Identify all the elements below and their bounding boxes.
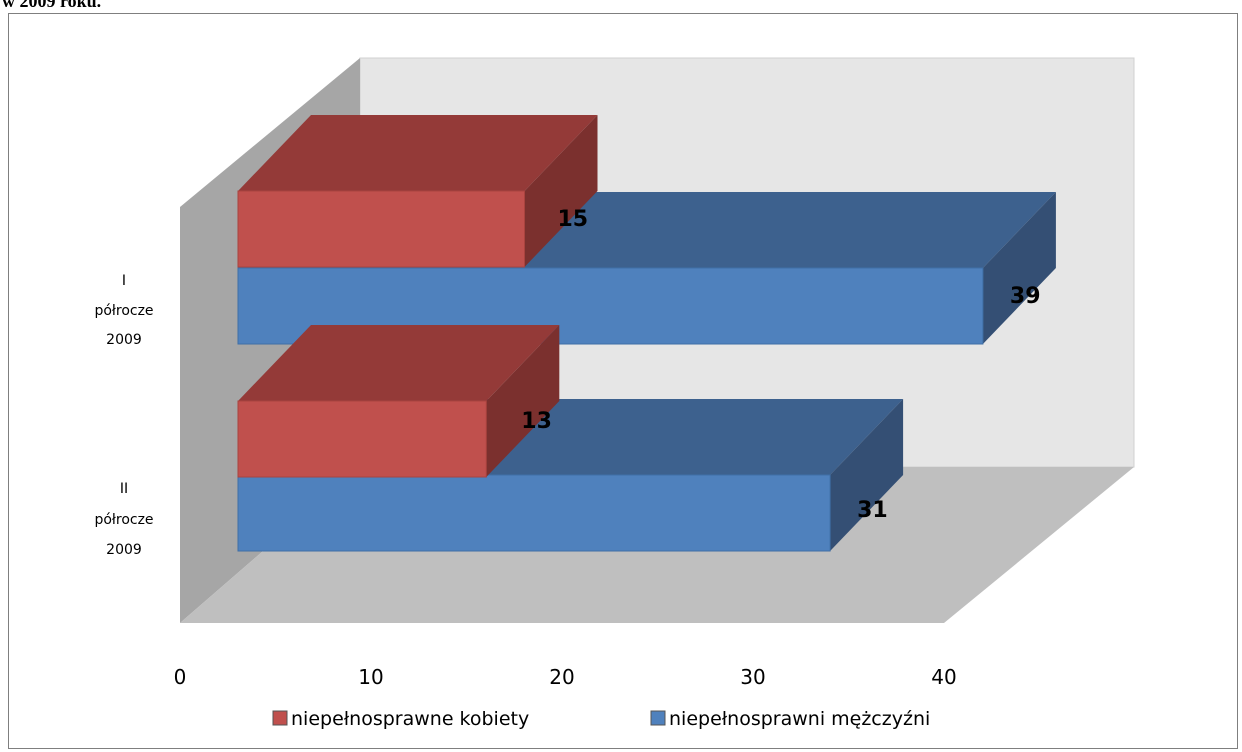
bar-front-mezczyzni-ii: [237, 474, 831, 552]
x-axis-ticks: 0 10 20 30 40: [174, 665, 957, 689]
bar-top-kobiety-ii: [238, 325, 560, 401]
x-tick-0: 0: [174, 665, 187, 689]
x-tick-30: 30: [740, 665, 765, 689]
legend-label-kobiety: niepełnosprawne kobiety: [291, 708, 529, 730]
legend-swatch-kobiety: [272, 710, 288, 726]
legend-label-mezczyzni: niepełnosprawni mężczyźni: [669, 708, 930, 730]
data-label-kobiety-ii: 13: [521, 409, 552, 434]
bar-front-kobiety-ii: [237, 400, 487, 478]
chart-legend: niepełnosprawne kobiety niepełnosprawni m…: [272, 708, 930, 730]
data-label-mezczyzni-i: 39: [1010, 284, 1041, 309]
legend-swatch-mezczyzni: [650, 710, 666, 726]
bar-side-mezczyzni-i: [982, 192, 1056, 344]
bar-side-mezczyzni-ii: [830, 399, 904, 551]
header-text-fragment: w 2009 roku.: [2, 0, 102, 11]
x-tick-10: 10: [358, 665, 383, 689]
bar-side-kobiety-ii: [486, 325, 560, 477]
chart-labels: 39 15 31 13 I półrocze 2009 II półrocze 2009: [94, 207, 1040, 558]
chart-canvas: 39 15 31 13 I półrocze 2009 II półrocze 2009 0 10 2…: [94, 57, 1135, 730]
chart-bars: [237, 115, 1056, 552]
data-label-mezczyzni-ii: 31: [857, 498, 888, 523]
category-label-ii-polrocze: II półrocze 2009: [94, 481, 153, 558]
x-tick-40: 40: [931, 665, 956, 689]
data-label-kobiety-i: 15: [558, 207, 589, 232]
bar-front-kobiety-i: [237, 190, 525, 268]
bar-top-kobiety-i: [238, 115, 598, 191]
x-tick-20: 20: [549, 665, 574, 689]
bar-side-kobiety-i: [524, 115, 598, 267]
